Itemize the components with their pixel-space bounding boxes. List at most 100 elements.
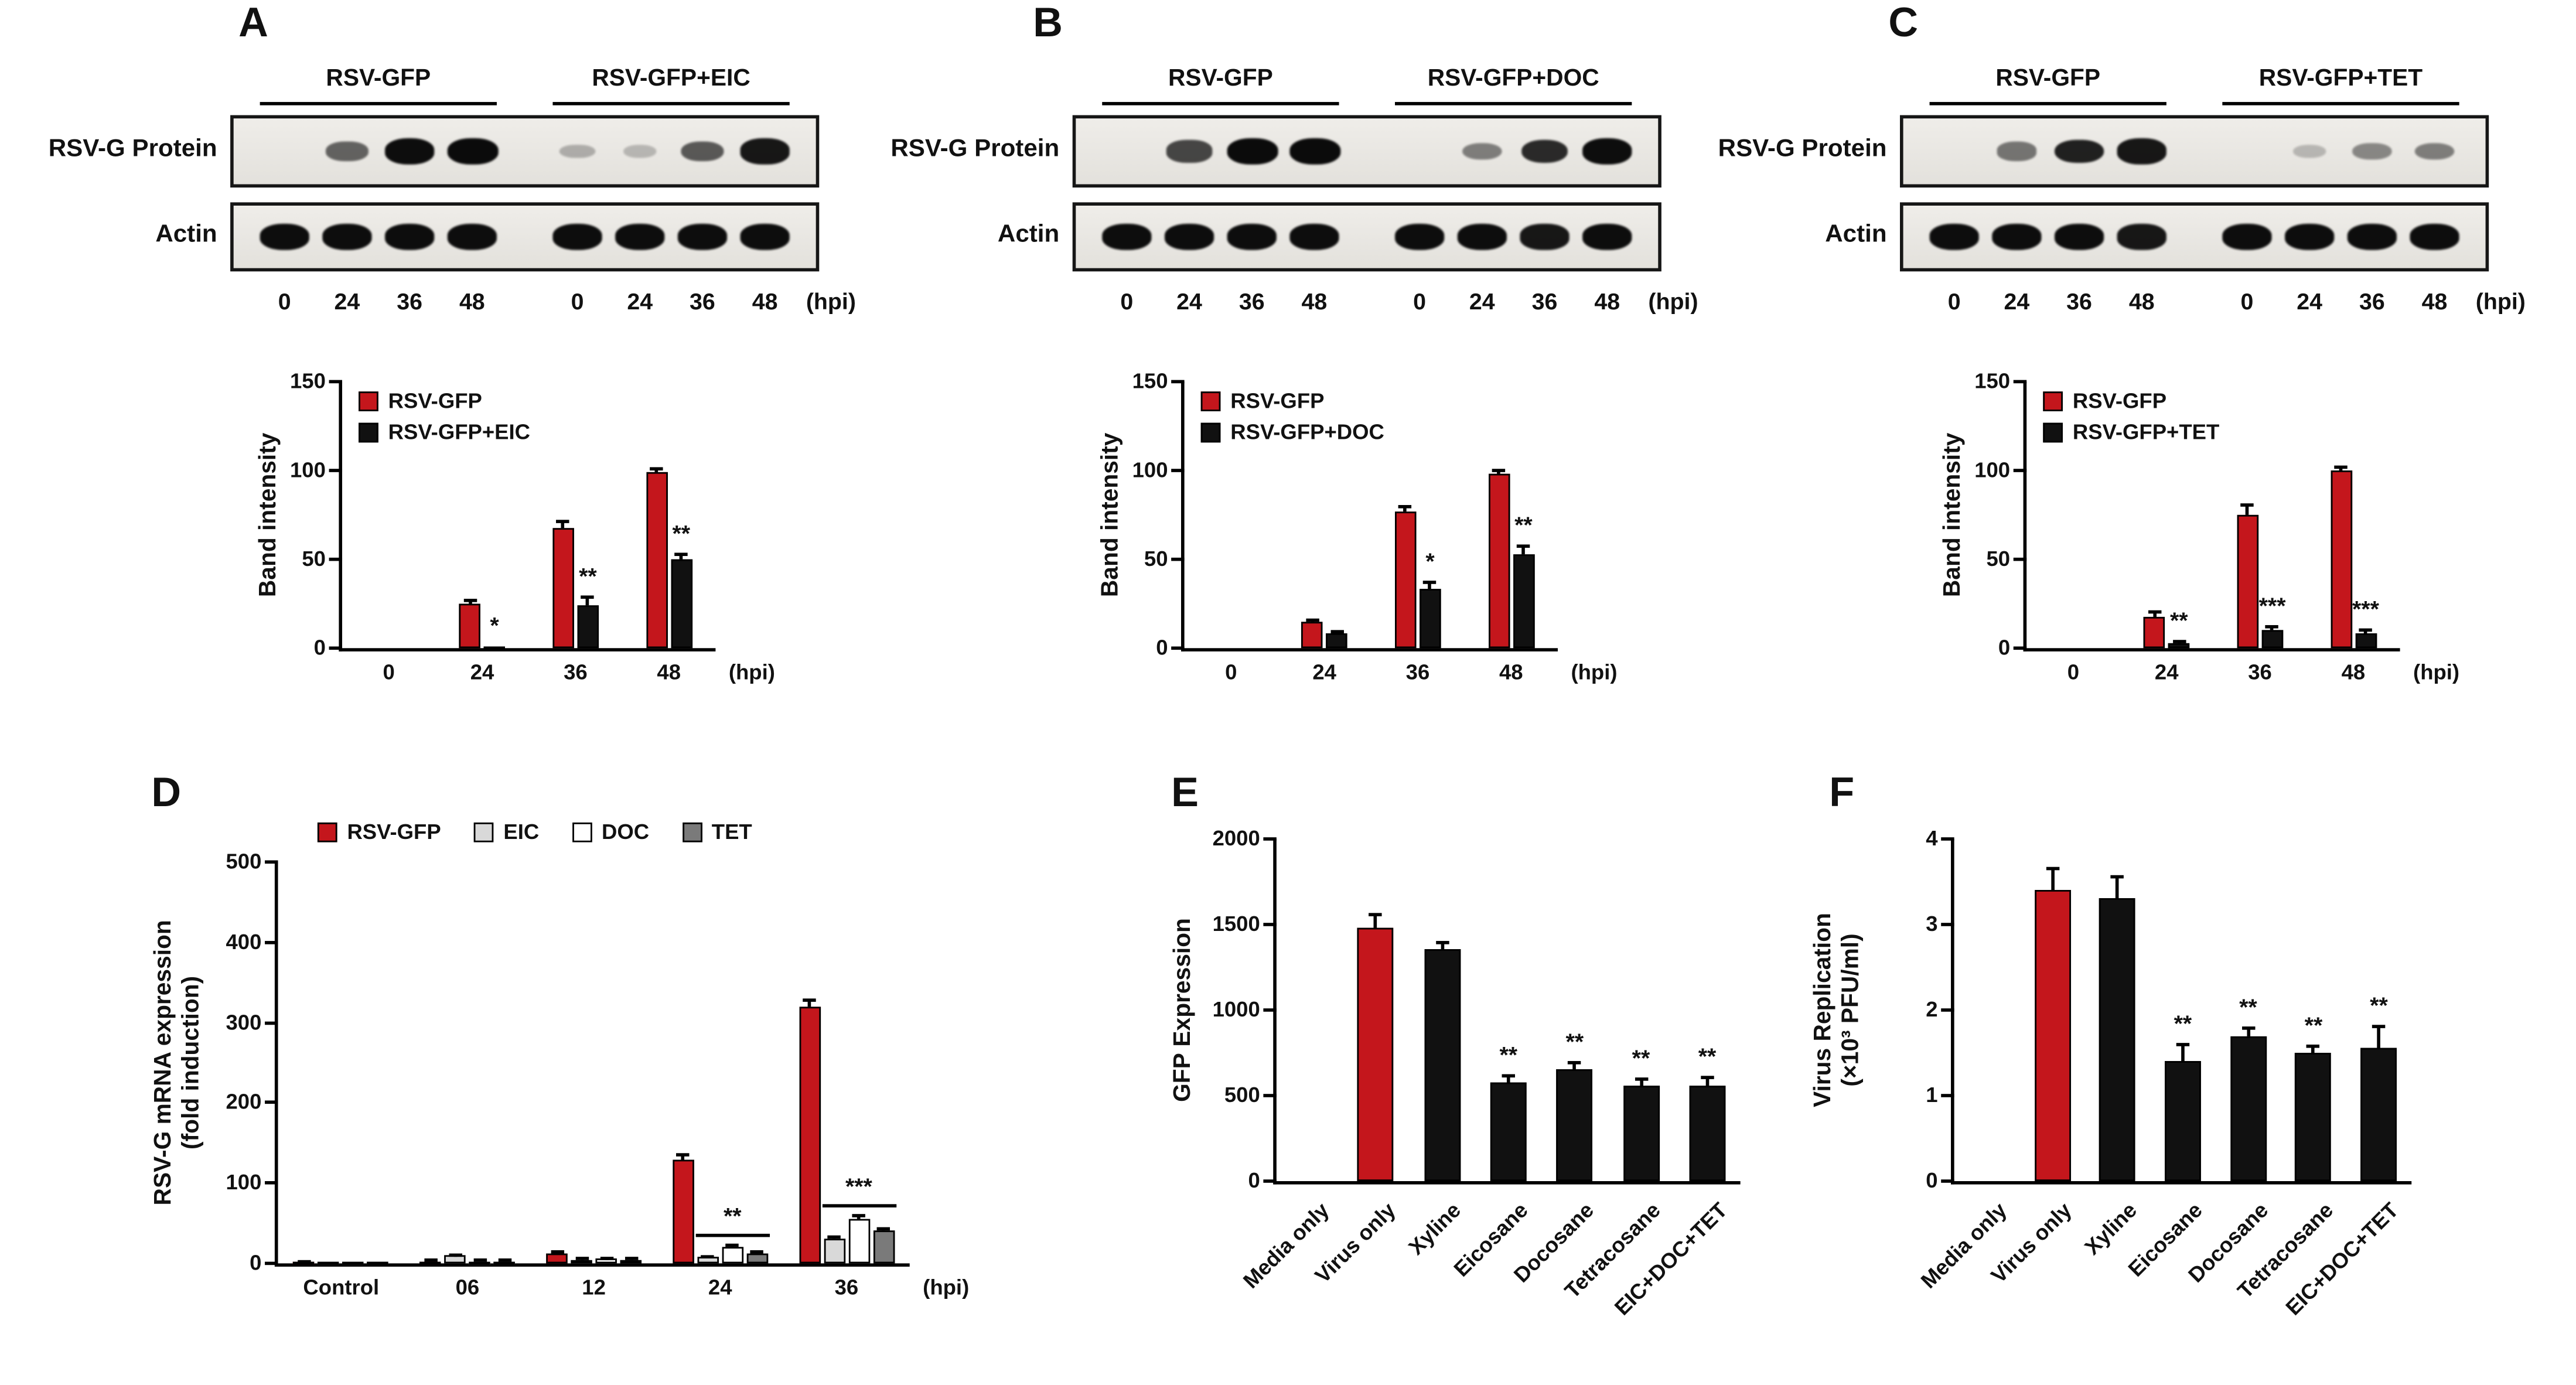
bar	[799, 1006, 820, 1264]
blot-lane-label: 24	[2004, 288, 2030, 315]
y-tick	[1171, 557, 1185, 561]
error-bar-cap	[2172, 639, 2186, 643]
legend-swatch	[1200, 390, 1221, 411]
sig-star: ***	[2258, 592, 2286, 619]
x-axis-unit: (hpi)	[728, 659, 775, 685]
blot-lane-label: 36	[2066, 288, 2092, 315]
x-category-label: Xyline	[1404, 1198, 1466, 1260]
legend-swatch	[1200, 422, 1221, 442]
blot-membrane	[1072, 115, 1661, 188]
blot-band	[2117, 138, 2166, 164]
blot-group-label: RSV-GFP	[1168, 66, 1273, 93]
legend-swatch	[682, 821, 702, 842]
error-bar	[1705, 1077, 1709, 1086]
error-bar	[679, 554, 683, 560]
error-bar	[1639, 1079, 1643, 1086]
x-axis-unit: (hpi)	[923, 1275, 970, 1300]
bar	[1424, 948, 1461, 1181]
bar	[2355, 634, 2377, 649]
y-tick	[329, 380, 343, 384]
error-bar-cap	[1369, 912, 1383, 916]
sig-star: *	[490, 612, 499, 639]
y-tick-label: 150	[1132, 368, 1168, 394]
y-tick-label: 50	[1986, 546, 2011, 571]
x-category-label: 36	[2248, 659, 2272, 685]
blot-band	[2117, 224, 2166, 250]
error-bar-cap	[624, 1257, 638, 1260]
x-category-label: 48	[657, 659, 681, 685]
bar	[1301, 621, 1323, 649]
western-blot-panel-c: RSV-GFP RSV-GFP+TET RSV-G Protein Actin 0 24 3…	[1718, 66, 2526, 322]
bar	[746, 1253, 768, 1264]
x-category-label: 12	[582, 1275, 606, 1300]
blot-group-label: RSV-GFP+DOC	[1427, 66, 1599, 93]
blot-lane-label: 48	[1594, 288, 1620, 315]
y-tick	[329, 469, 343, 472]
error-bar-cap	[1330, 630, 1343, 634]
legend-item: RSV-GFP+TET	[2043, 419, 2219, 444]
x-axis-unit: (hpi)	[1571, 659, 1618, 685]
blot-band	[615, 224, 665, 250]
x-category-label: 36	[834, 1275, 859, 1300]
error-bar-cap	[2241, 502, 2254, 506]
y-tick-label: 1	[1926, 1082, 1938, 1107]
error-bar-cap	[1517, 545, 1530, 549]
blot-band	[559, 144, 595, 159]
error-bar-cap	[1502, 1074, 1515, 1078]
x-category-label: 48	[2341, 659, 2366, 685]
error-bar-cap	[2045, 867, 2059, 871]
blot-band	[326, 141, 369, 162]
plot-area: 0 500 1000 1500 2000 Media only Virus only Xyli…	[1213, 826, 1741, 1320]
sig-star: ***	[2352, 595, 2379, 622]
error-bar-cap	[581, 595, 595, 599]
blot-lane-label: 24	[334, 288, 360, 315]
legend-item: RSV-GFP	[359, 388, 530, 413]
legend-label: TET	[711, 819, 752, 844]
blot-x-unit: (hpi)	[806, 288, 856, 315]
bar	[1556, 1070, 1593, 1181]
blot-lane-label: 24	[627, 288, 653, 315]
chart-band-intensity-doc: 0 50 100 150 0 24 36 48 (hpi) * ** Band intensity RS…	[1089, 362, 1640, 714]
error-bar	[1521, 547, 1526, 554]
plot-area: 0 100 200 300 400 500 Control 06 12 24 36 (hpi) ** **…	[226, 849, 970, 1299]
blot-band	[1394, 224, 1445, 250]
blot-band	[623, 144, 657, 159]
blot-lane-label: 48	[1301, 288, 1328, 315]
blot-membrane	[1072, 202, 1661, 272]
y-tick	[265, 940, 278, 944]
y-tick-label: 0	[1926, 1168, 1938, 1193]
panel-letter-f: F	[1829, 770, 1855, 816]
blot-band	[2353, 142, 2391, 160]
bar	[646, 472, 667, 649]
y-tick	[1263, 837, 1277, 841]
sig-star: **	[1514, 512, 1533, 539]
y-tick	[2013, 557, 2027, 561]
bar	[2295, 1052, 2332, 1182]
y-tick	[1941, 1008, 1954, 1012]
legend-swatch	[572, 821, 592, 842]
sig-star: **	[2370, 992, 2388, 1019]
chart-virus-replication: 0 1 2 3 4 Media only Virus only Xyline Eicosane D…	[1806, 809, 2451, 1365]
legend-item: RSV-GFP	[1200, 388, 1384, 413]
y-tick	[1263, 1179, 1277, 1183]
error-bar-cap	[750, 1250, 764, 1254]
blot-band	[384, 138, 435, 165]
y-tick-label: 0	[250, 1250, 262, 1275]
y-axis-label: Virus Replication (×10³ PFU/ml)	[1810, 913, 1866, 1107]
error-bar	[681, 1154, 685, 1159]
error-bar-cap	[803, 998, 816, 1002]
bar	[1513, 554, 1534, 649]
blot-band	[1991, 224, 2042, 250]
legend-item: EIC	[473, 819, 539, 844]
blot-band	[2055, 139, 2104, 164]
panel-letter-b: B	[1033, 0, 1063, 46]
y-tick	[2013, 380, 2027, 384]
legend-swatch	[2043, 390, 2063, 411]
chart-band-intensity-eic: 0 50 100 150 0 24 36 48 (hpi) * ** ** Band intensity…	[247, 362, 798, 714]
x-category-label: 0	[383, 659, 395, 685]
y-tick-label: 4	[1926, 825, 1938, 851]
blot-band	[681, 141, 724, 162]
error-bar	[2312, 1046, 2315, 1053]
bar	[546, 1253, 568, 1264]
